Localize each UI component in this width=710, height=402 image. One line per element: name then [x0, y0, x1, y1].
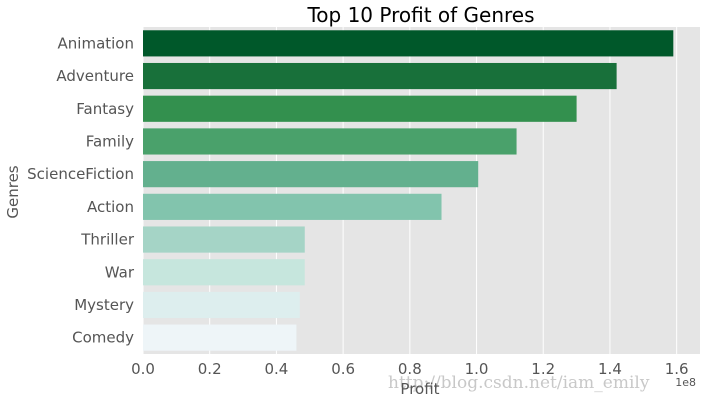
y-tick-label: Animation [58, 34, 134, 52]
x-tick-label: 0.8 [398, 360, 422, 378]
y-tick-label: Thriller [80, 231, 135, 249]
y-tick-label: ScienceFiction [27, 165, 134, 183]
y-tick-label: Adventure [56, 67, 134, 85]
chart-title: Top 10 Profit of Genres [306, 3, 534, 27]
x-tick-label: 1.2 [531, 360, 555, 378]
x-tick-label: 1.6 [665, 360, 689, 378]
bar-adventure [143, 62, 617, 90]
y-tick-label: Family [86, 132, 134, 150]
x-tick-labels: 0.0 0.2 0.4 0.6 0.8 1.0 1.2 1.4 1.6 [131, 360, 689, 378]
bar-thriller [143, 226, 305, 253]
bars [143, 30, 674, 351]
bar-sciencefiction [143, 161, 479, 188]
x-tick-label: 0.6 [331, 360, 355, 378]
y-tick-label: Fantasy [76, 100, 134, 118]
bar-animation [143, 30, 674, 57]
watermark: http://blog.csdn.net/iam_emily [388, 373, 650, 393]
x-tick-label: 1.4 [598, 360, 622, 378]
y-tick-label: Mystery [74, 296, 134, 314]
bar-action [143, 193, 442, 220]
x-tick-label: 0.0 [131, 360, 155, 378]
x-axis-label: Profit [400, 380, 439, 398]
x-axis-offset-label: 1e8 [675, 376, 696, 389]
x-tick-label: 0.4 [264, 360, 288, 378]
y-tick-label: War [105, 263, 135, 281]
x-tick-label: 0.2 [198, 360, 222, 378]
bar-war [143, 259, 305, 286]
bar-mystery [143, 291, 300, 319]
x-tick-label: 1.0 [465, 360, 489, 378]
bar-family [143, 128, 517, 155]
y-tick-label: Action [87, 198, 134, 216]
y-tick-label: Comedy [72, 329, 134, 347]
y-tick-labels: Animation Adventure Fantasy Family ScienceFi… [27, 34, 135, 346]
y-axis-label: Genres [4, 165, 22, 218]
bar-comedy [143, 324, 297, 351]
bar-fantasy [143, 95, 577, 122]
